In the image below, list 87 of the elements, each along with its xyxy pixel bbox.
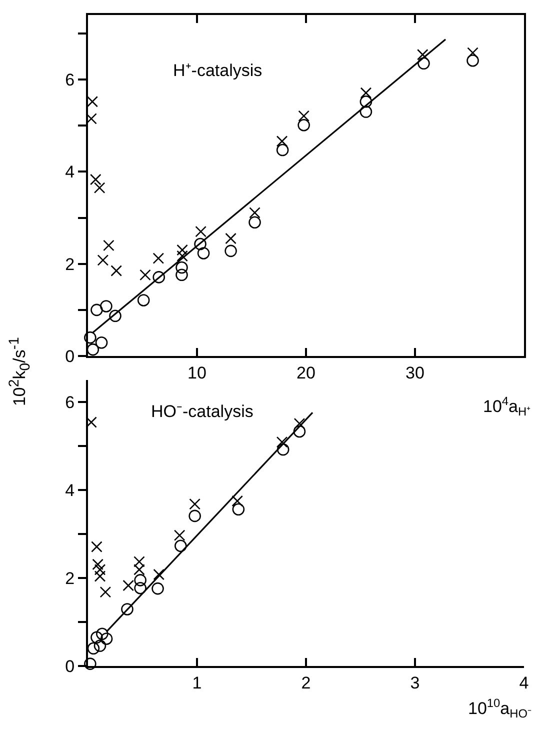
y-tick-label: 2 (65, 254, 75, 274)
point (121, 603, 134, 616)
point (137, 294, 150, 306)
point (188, 510, 201, 522)
point (360, 95, 372, 108)
point (140, 269, 151, 281)
point (122, 580, 134, 592)
x-tick-label: 4 (519, 673, 529, 692)
point (109, 310, 122, 322)
y-tick-label: 0 (65, 656, 75, 676)
point (95, 336, 108, 349)
point (94, 182, 106, 194)
point (90, 174, 102, 186)
point (134, 582, 146, 594)
x-tick-label: 10 (188, 363, 206, 382)
point (174, 540, 187, 552)
x-tick-label: 3 (410, 673, 420, 692)
point (418, 57, 430, 70)
y-tick-label: 6 (65, 392, 75, 412)
point (90, 631, 103, 644)
point (466, 54, 479, 67)
point (84, 331, 96, 344)
point (94, 640, 106, 652)
point (360, 106, 372, 118)
y-tick-label: 4 (65, 480, 75, 500)
point (152, 252, 164, 264)
point (86, 343, 100, 356)
point (195, 226, 206, 238)
point (176, 250, 188, 262)
point (94, 570, 106, 582)
point (232, 503, 245, 516)
annotation: HO⁻-catalysis (151, 402, 254, 421)
x-axis-title: 10$^{4}$a$_{H⁺}$ (483, 394, 531, 419)
y-tick-label: 6 (65, 70, 75, 90)
point (94, 564, 106, 576)
point (86, 416, 97, 428)
point (90, 304, 103, 316)
point (294, 418, 306, 430)
point (153, 568, 164, 580)
point (86, 96, 98, 108)
point (152, 582, 164, 595)
point (134, 574, 146, 586)
point (176, 244, 188, 256)
point (232, 495, 243, 507)
point (298, 118, 310, 132)
point (110, 265, 122, 276)
point (134, 564, 145, 576)
point (152, 271, 165, 284)
x-tick-label: 2 (301, 673, 311, 692)
point (276, 443, 290, 456)
point (100, 586, 112, 598)
point (467, 47, 478, 58)
point (174, 530, 186, 541)
point (276, 436, 288, 448)
point (84, 658, 96, 670)
point (92, 558, 104, 570)
point (249, 207, 260, 218)
point (224, 244, 237, 258)
point (176, 268, 188, 282)
point (293, 425, 306, 438)
x-axis-title: 10$^{10}$a$_{HO⁻}$ (468, 696, 532, 721)
point (100, 632, 113, 645)
point (96, 628, 108, 640)
point (189, 498, 200, 510)
point (97, 254, 109, 266)
x-tick-label: 1 (192, 673, 202, 692)
point (194, 238, 206, 250)
point (416, 48, 428, 60)
point (91, 541, 102, 552)
x-tick-label: 20 (296, 363, 316, 382)
point (248, 216, 261, 229)
point (176, 261, 188, 274)
point (276, 144, 289, 156)
point (225, 232, 236, 244)
point (134, 556, 145, 568)
point (197, 247, 210, 260)
point (103, 240, 114, 252)
point (87, 642, 100, 655)
annotation: H⁺-catalysis (173, 61, 262, 80)
point (276, 136, 288, 147)
x-tick-label: 30 (406, 363, 424, 382)
point (360, 87, 372, 99)
point (298, 110, 310, 122)
point (100, 300, 112, 312)
y-tick-label: 4 (65, 162, 75, 182)
y-tick-label: 0 (65, 346, 75, 366)
y-tick-label: 2 (65, 568, 75, 588)
